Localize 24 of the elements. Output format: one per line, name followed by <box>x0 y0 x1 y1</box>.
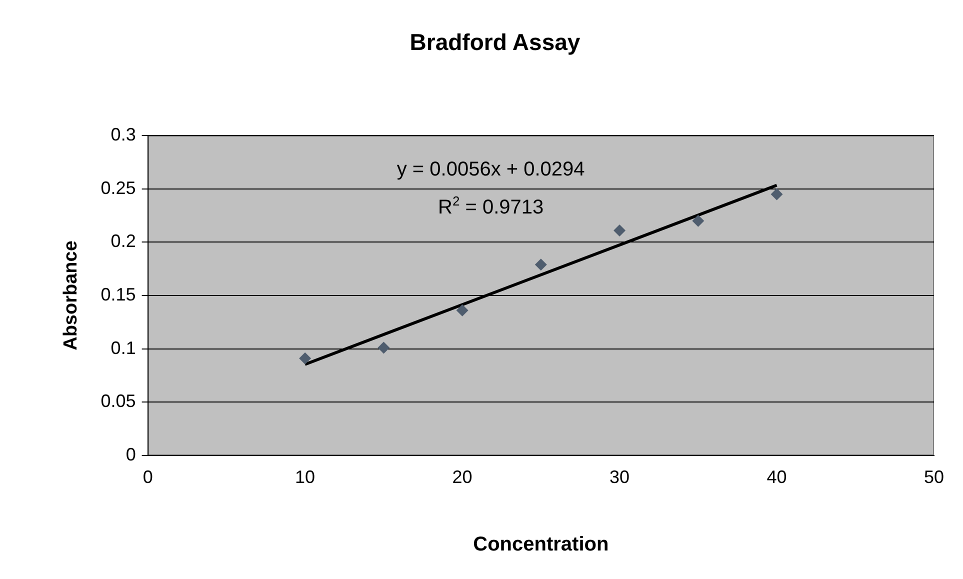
x-tick-label: 0 <box>142 467 153 488</box>
y-tick-label: 0.05 <box>100 391 136 412</box>
x-tick-label: 10 <box>295 467 316 488</box>
point <box>456 304 468 316</box>
point <box>534 258 547 271</box>
chart-title: Bradford Assay <box>410 29 580 56</box>
y-tick-label: 0.2 <box>110 231 136 252</box>
y-tick-label: 0.3 <box>110 124 136 145</box>
x-tick-label: 40 <box>766 467 787 488</box>
point <box>299 352 312 364</box>
point <box>378 342 390 354</box>
point <box>770 188 783 200</box>
y-axis-title: Absorbance <box>60 240 82 350</box>
y-tick-label: 0.25 <box>100 178 136 198</box>
x-axis-title: Concentration <box>473 534 609 556</box>
annotation: y = 0.0056x + 0.0294 <box>396 158 585 181</box>
x-tick-label: 20 <box>452 467 472 488</box>
point <box>614 224 626 236</box>
x-tick-label: 30 <box>610 467 630 488</box>
y-tick-label: 0.1 <box>110 338 136 358</box>
y-tick-label: 0.15 <box>100 284 136 304</box>
y-tick-label: 0 <box>126 444 136 464</box>
point <box>692 214 704 227</box>
x-tick-label: 50 <box>924 467 944 488</box>
